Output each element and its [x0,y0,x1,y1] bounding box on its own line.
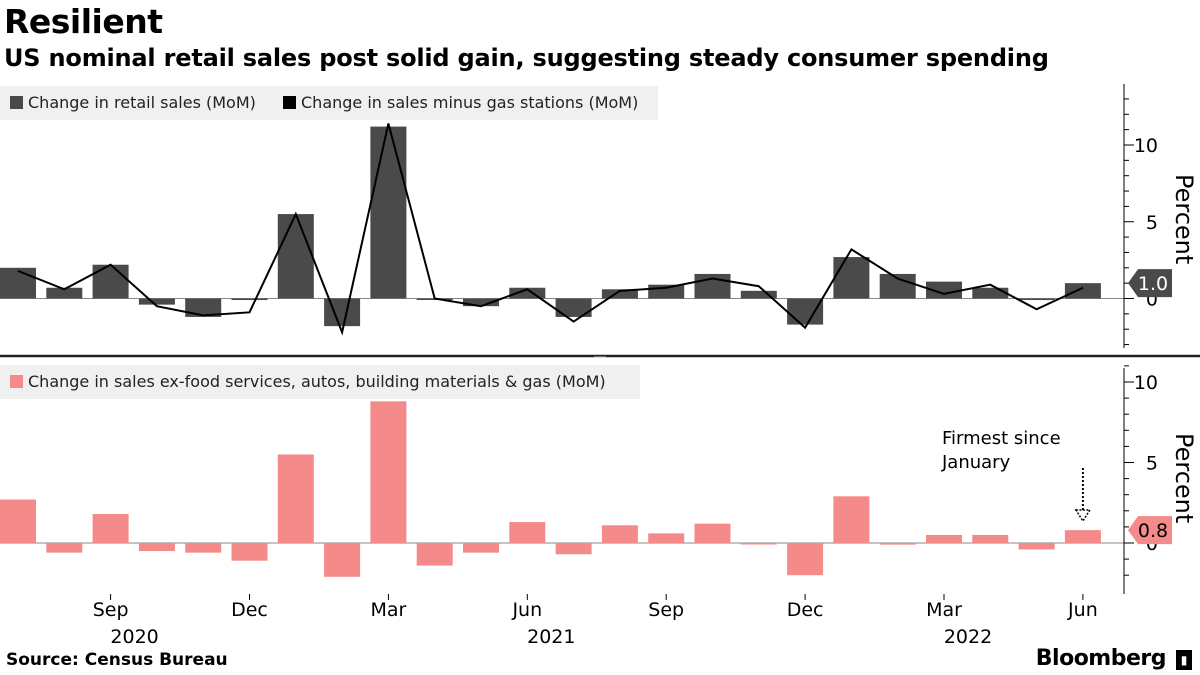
bottom-bar [694,523,731,543]
top-bar [277,214,314,299]
legend-swatch-ex-food [10,375,23,388]
bottom-bar [231,543,268,561]
top-legend-box [0,86,658,120]
top-bar [740,290,777,299]
annotation-arrow-head [1074,509,1092,523]
bottom-bar [46,543,83,553]
x-axis-month-label: Mar [370,599,406,621]
x-axis-month-label: Sep [648,599,684,621]
legend-label-retail-sales: Change in retail sales (MoM) [28,93,256,112]
bottom-bar [463,543,499,553]
top-bar [138,298,175,305]
x-axis-year-label: 2021 [527,626,575,648]
bloomberg-logo: Bloomberg [1035,646,1167,671]
top-bar [1064,283,1101,299]
bloomberg-terminal-icon: ▮ [1176,650,1192,670]
top-y-tick-label: 5 [1146,212,1158,234]
legend-swatch-retail-sales [10,96,23,109]
legend-label-ex-food: Change in sales ex-food services, autos,… [28,372,606,391]
bottom-bar [92,514,129,543]
bottom-bar [509,522,546,543]
bottom-bar [555,543,592,555]
bottom-y-tick-label: 10 [1134,372,1158,394]
bottom-bar [138,543,175,552]
bottom-legend-box [0,365,640,399]
bottom-bar [879,543,916,545]
bottom-bar [1064,530,1101,543]
top-bar [1018,298,1055,301]
top-last-value-tag [1128,269,1172,298]
x-axis-year-label: 2020 [110,626,158,648]
bottom-bar [601,525,638,543]
bottom-y-axis-label: Percent [1170,433,1198,523]
x-axis-month-label: Dec [787,599,824,621]
top-bar [926,281,962,299]
x-axis-month-label: Jun [511,599,542,621]
top-bar [231,298,268,301]
top-bar [370,126,407,299]
x-axis-month-label: Sep [93,599,129,621]
top-bar [92,264,129,299]
series-line-minus-gas [17,123,1084,336]
top-y-tick-label: 10 [1134,135,1158,157]
top-bar [509,287,546,299]
bottom-last-value-tag [1128,516,1172,545]
bottom-y-tick-label: 5 [1146,453,1158,475]
chart-title: Resilient [4,2,163,41]
top-bar [185,298,222,317]
bottom-bar [787,543,824,576]
top-y-axis-label: Percent [1170,174,1198,264]
bottom-last-value-label: 0.8 [1138,520,1168,542]
top-bar [46,287,83,299]
top-bar [972,287,1009,299]
bottom-bar [277,454,314,543]
bottom-bar [648,533,685,543]
bottom-bar [185,543,222,553]
bottom-bar [1018,543,1055,550]
x-axis-month-label: Mar [926,599,962,621]
bottom-bar [0,499,36,543]
top-last-value-label: 1.0 [1138,273,1168,295]
legend-label-minus-gas: Change in sales minus gas stations (MoM) [301,93,638,112]
x-axis-year-label: 2022 [944,626,992,648]
annotation-firmest-since-january: Firmest since January [941,428,1061,473]
source-note: Source: Census Bureau [6,650,228,670]
x-axis-month-label: Jun [1067,599,1098,621]
bottom-bar [370,401,407,543]
bottom-bar [740,543,777,545]
top-bar [463,298,499,307]
top-bar [0,267,36,299]
legend-swatch-minus-gas [283,96,296,109]
bottom-bar [972,534,1009,543]
bottom-bar [926,534,962,543]
top-bar [787,298,824,325]
top-bar [601,289,638,299]
bottom-bar [324,543,361,577]
chart-subtitle: US nominal retail sales post solid gain,… [4,44,1049,72]
top-bar [833,257,870,299]
x-axis-month-label: Dec [231,599,268,621]
bottom-bar [833,496,870,543]
bottom-bar [416,543,453,566]
top-bar [555,298,592,317]
